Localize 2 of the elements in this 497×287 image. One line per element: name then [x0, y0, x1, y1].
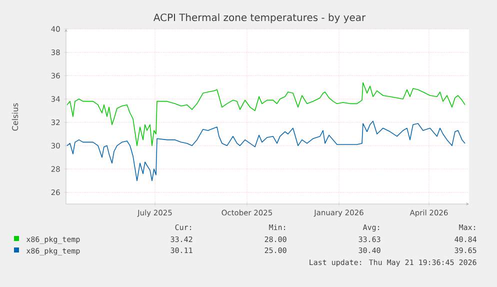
chart-title: ACPI Thermal zone temperatures - by year [153, 13, 366, 24]
line-series [66, 82, 466, 146]
